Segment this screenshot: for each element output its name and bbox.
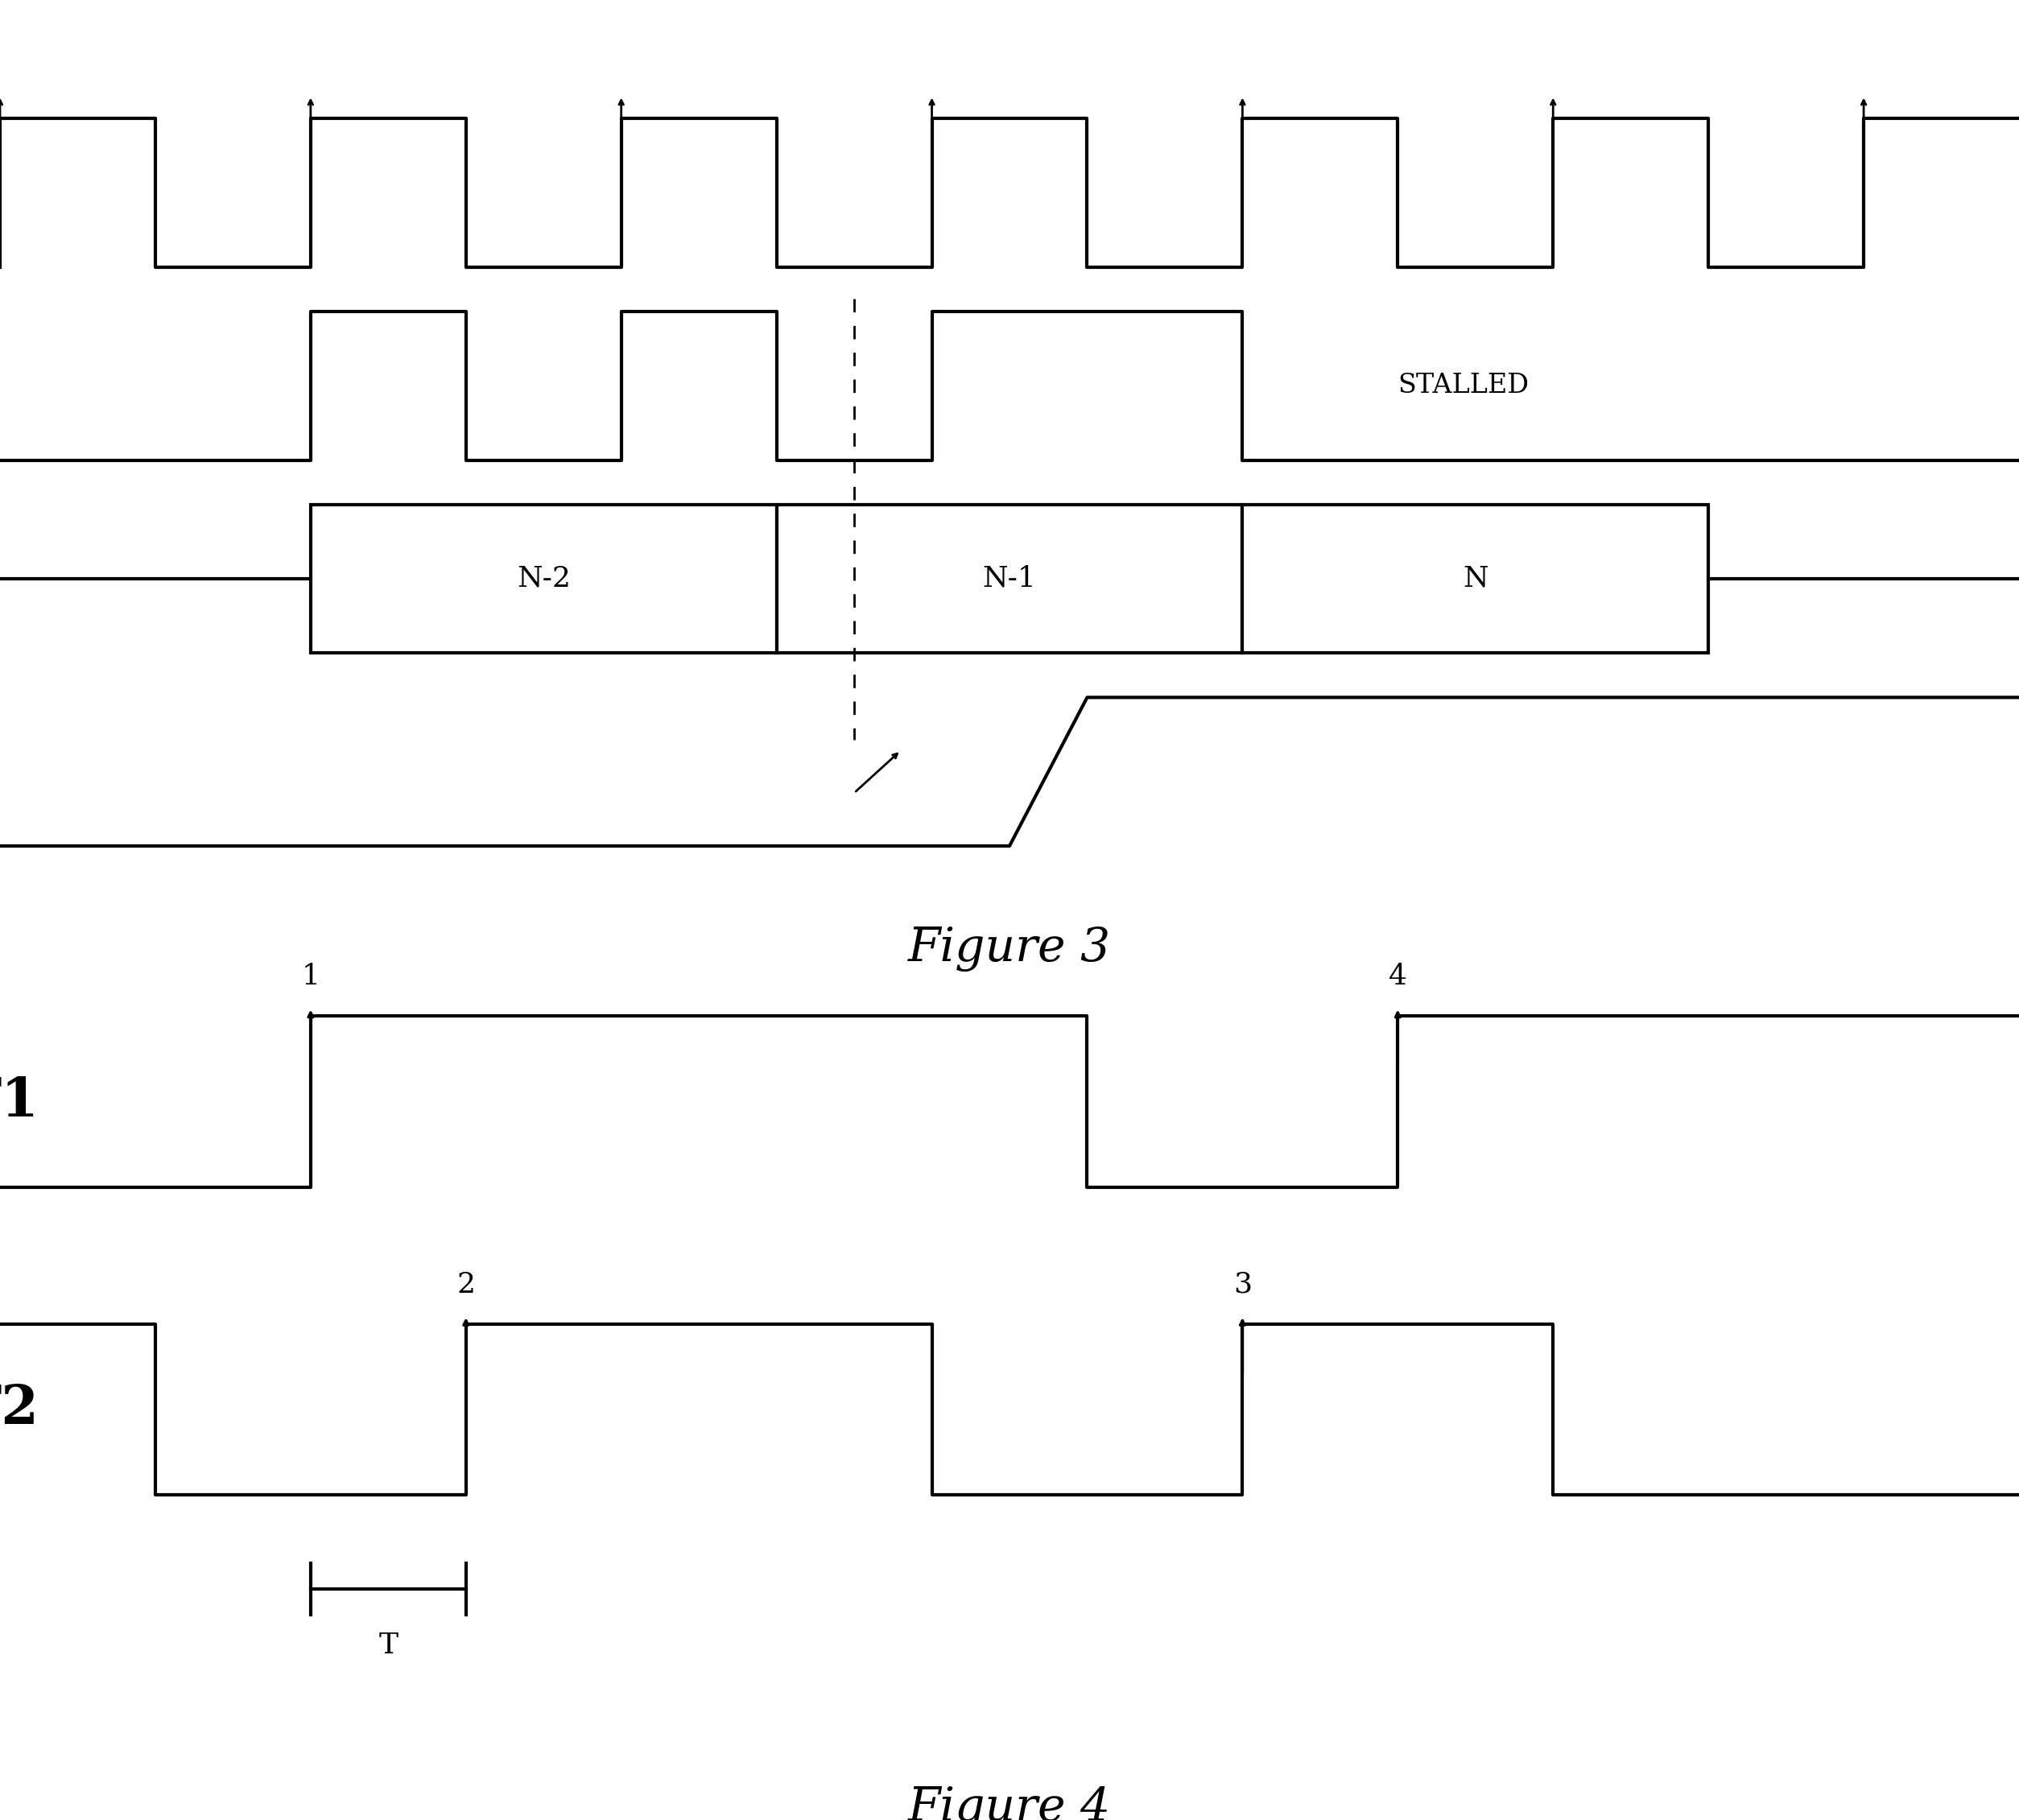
Text: F2: F2: [0, 1383, 38, 1436]
Text: N-2: N-2: [517, 564, 571, 593]
Text: 1: 1: [301, 963, 319, 990]
Text: 2: 2: [456, 1270, 474, 1298]
Text: 3: 3: [1234, 1270, 1252, 1298]
Text: 4: 4: [1389, 963, 1407, 990]
Text: Figure 4: Figure 4: [909, 1785, 1110, 1820]
Text: STALLED: STALLED: [1397, 373, 1528, 399]
Text: F1: F1: [0, 1076, 38, 1128]
FancyBboxPatch shape: [1242, 504, 1708, 653]
FancyBboxPatch shape: [777, 504, 1242, 653]
FancyBboxPatch shape: [311, 504, 777, 653]
Text: Figure 3: Figure 3: [909, 926, 1110, 972]
Text: N: N: [1462, 564, 1488, 593]
Text: T: T: [378, 1633, 398, 1660]
Text: N-1: N-1: [983, 564, 1036, 593]
